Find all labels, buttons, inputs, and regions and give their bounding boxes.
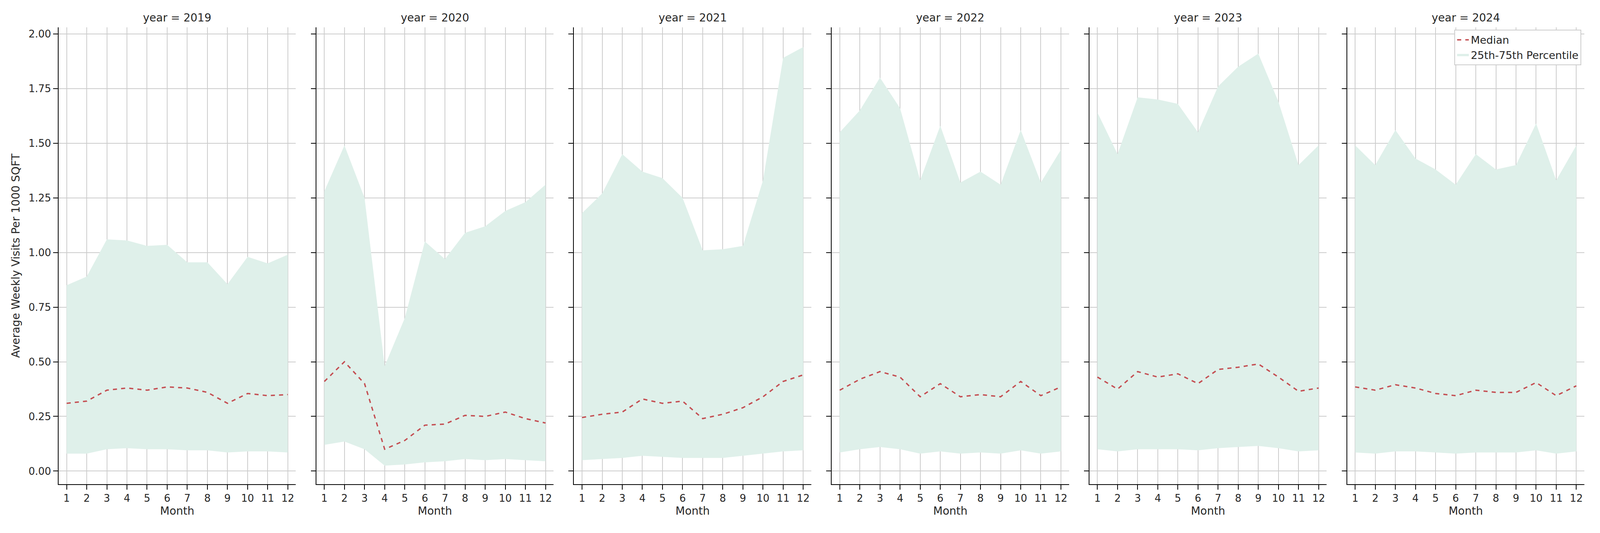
svg-text:2: 2 <box>856 492 864 505</box>
svg-text:7: 7 <box>957 492 964 505</box>
svg-text:5: 5 <box>916 492 924 505</box>
svg-text:1: 1 <box>836 492 843 505</box>
svg-text:8: 8 <box>1235 492 1242 505</box>
svg-text:7: 7 <box>1214 492 1222 505</box>
svg-text:10: 10 <box>1529 492 1543 505</box>
svg-text:Month: Month <box>1448 504 1483 518</box>
svg-text:1: 1 <box>321 492 328 505</box>
svg-text:7: 7 <box>441 492 449 505</box>
svg-text:4: 4 <box>639 492 646 505</box>
svg-text:1: 1 <box>1094 492 1101 505</box>
svg-text:3: 3 <box>1134 492 1142 505</box>
svg-text:6: 6 <box>421 492 429 505</box>
svg-text:5: 5 <box>1174 492 1182 505</box>
svg-text:year = 2023: year = 2023 <box>1173 11 1243 25</box>
svg-text:Median: Median <box>1470 33 1509 47</box>
svg-text:11: 11 <box>1549 492 1563 505</box>
svg-text:2: 2 <box>1371 492 1379 505</box>
svg-text:2: 2 <box>1114 492 1122 505</box>
svg-text:1.75: 1.75 <box>28 82 52 95</box>
svg-text:12: 12 <box>796 492 810 505</box>
svg-text:0.00: 0.00 <box>28 465 52 478</box>
svg-text:12: 12 <box>1054 492 1068 505</box>
svg-text:5: 5 <box>143 492 151 505</box>
svg-text:Month: Month <box>933 504 968 518</box>
svg-text:1: 1 <box>63 492 70 505</box>
svg-text:1.25: 1.25 <box>28 192 52 204</box>
svg-text:9: 9 <box>739 492 747 505</box>
svg-text:10: 10 <box>756 492 770 505</box>
svg-text:4: 4 <box>381 492 388 505</box>
svg-text:8: 8 <box>461 492 469 505</box>
svg-text:2.00: 2.00 <box>28 28 52 40</box>
svg-text:3: 3 <box>103 492 111 505</box>
svg-text:Month: Month <box>675 504 710 518</box>
svg-text:6: 6 <box>679 492 686 505</box>
svg-text:5: 5 <box>1432 492 1440 505</box>
svg-text:7: 7 <box>1472 492 1480 505</box>
svg-text:10: 10 <box>1271 492 1285 505</box>
svg-text:5: 5 <box>401 492 409 505</box>
svg-text:4: 4 <box>896 492 904 505</box>
svg-text:11: 11 <box>1292 492 1306 505</box>
svg-text:6: 6 <box>1194 492 1202 505</box>
svg-text:year = 2020: year = 2020 <box>400 11 470 25</box>
svg-text:6: 6 <box>937 492 944 505</box>
svg-text:8: 8 <box>204 492 211 505</box>
svg-text:9: 9 <box>997 492 1004 505</box>
svg-text:7: 7 <box>699 492 707 505</box>
svg-text:9: 9 <box>482 492 489 505</box>
svg-text:5: 5 <box>659 492 667 505</box>
svg-text:10: 10 <box>1014 492 1027 505</box>
svg-text:8: 8 <box>1492 492 1500 505</box>
svg-text:2: 2 <box>83 492 91 505</box>
svg-text:4: 4 <box>123 492 131 505</box>
svg-text:0.50: 0.50 <box>28 356 52 368</box>
svg-text:3: 3 <box>1392 492 1399 505</box>
svg-text:Month: Month <box>1191 504 1226 518</box>
svg-text:Month: Month <box>417 504 453 518</box>
svg-text:25th-75th Percentile: 25th-75th Percentile <box>1470 49 1579 62</box>
svg-text:1.00: 1.00 <box>28 246 52 259</box>
svg-text:12: 12 <box>539 492 552 505</box>
svg-text:11: 11 <box>776 492 790 505</box>
svg-text:12: 12 <box>1569 492 1583 505</box>
svg-text:3: 3 <box>619 492 626 505</box>
svg-text:Average Weekly Visits Per 1000: Average Weekly Visits Per 1000 SQFT <box>9 153 23 359</box>
svg-text:2: 2 <box>341 492 349 505</box>
svg-text:1.50: 1.50 <box>28 137 52 150</box>
svg-text:0.25: 0.25 <box>28 410 52 423</box>
svg-text:4: 4 <box>1154 492 1162 505</box>
svg-text:9: 9 <box>1255 492 1262 505</box>
svg-text:2: 2 <box>598 492 606 505</box>
svg-text:8: 8 <box>977 492 984 505</box>
svg-text:year = 2024: year = 2024 <box>1431 11 1500 25</box>
svg-text:Month: Month <box>160 504 195 518</box>
svg-text:3: 3 <box>361 492 368 505</box>
svg-text:1: 1 <box>1351 492 1359 505</box>
svg-text:6: 6 <box>1452 492 1459 505</box>
svg-text:year = 2019: year = 2019 <box>142 11 212 25</box>
svg-text:year = 2021: year = 2021 <box>658 11 727 25</box>
svg-text:year = 2022: year = 2022 <box>916 11 985 25</box>
svg-text:11: 11 <box>1034 492 1048 505</box>
svg-text:3: 3 <box>876 492 884 505</box>
svg-text:0.75: 0.75 <box>28 301 52 314</box>
svg-text:4: 4 <box>1412 492 1419 505</box>
svg-text:11: 11 <box>518 492 532 505</box>
svg-text:12: 12 <box>281 492 295 505</box>
svg-text:1: 1 <box>578 492 586 505</box>
svg-text:9: 9 <box>1512 492 1520 505</box>
svg-text:10: 10 <box>241 492 254 505</box>
svg-text:12: 12 <box>1312 492 1325 505</box>
svg-text:6: 6 <box>164 492 171 505</box>
svg-text:9: 9 <box>224 492 231 505</box>
svg-text:7: 7 <box>183 492 191 505</box>
svg-text:11: 11 <box>261 492 275 505</box>
svg-text:10: 10 <box>498 492 512 505</box>
svg-text:8: 8 <box>719 492 727 505</box>
